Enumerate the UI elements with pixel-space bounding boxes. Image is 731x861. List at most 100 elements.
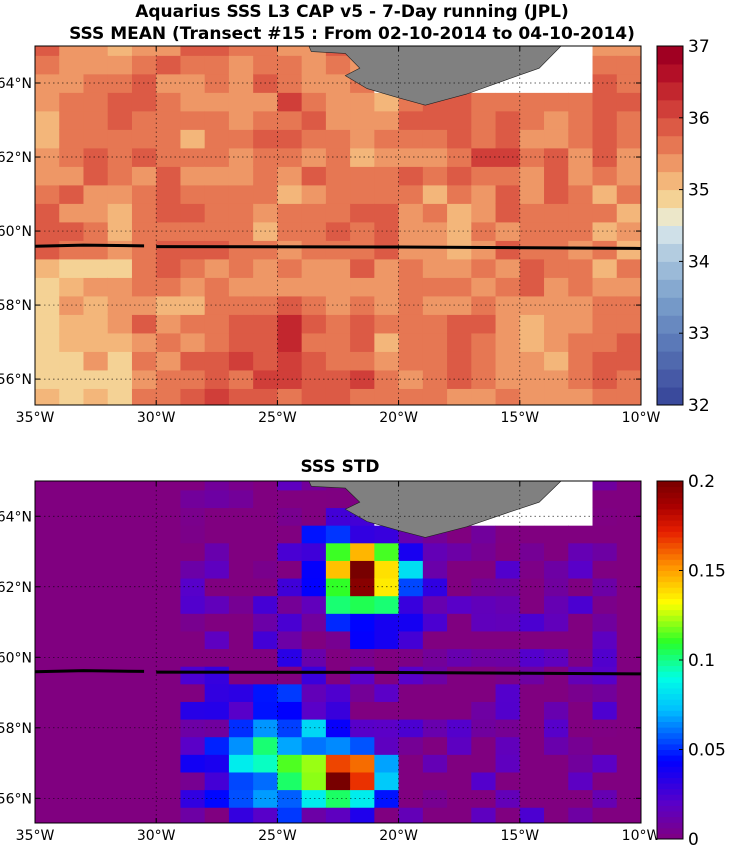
heatmap-cell [325,110,351,130]
colorbar-tick-label: 0.2 [688,472,715,492]
heatmap-cell [495,332,521,352]
colorbar-segment [657,827,683,834]
heatmap-cell [228,701,254,720]
heatmap-cell [616,701,641,720]
heatmap-cell [398,560,424,579]
heatmap-cell [544,507,569,526]
colorbar-tick-label: 33 [688,324,710,344]
heatmap-cell [277,166,303,186]
heatmap-cell [374,332,400,352]
heatmap-cell [471,701,497,720]
heatmap-cell [350,542,375,561]
heatmap-cell [325,92,351,112]
heatmap-cell [592,46,618,56]
heatmap-cell [592,560,618,579]
heatmap-cell [350,630,375,650]
heatmap-cell [253,560,278,579]
heatmap-cell [616,369,641,389]
colorbar-segment [657,749,683,756]
x-tick-label: 10°W [622,410,661,426]
colorbar-segment [657,520,683,527]
heatmap-cell [422,129,448,149]
colorbar-segment [657,738,683,745]
heatmap-cell [228,683,254,702]
colorbar-segment [657,351,683,370]
heatmap-cell [204,789,230,808]
heatmap-cell [131,46,157,56]
heatmap-cell [156,295,182,315]
heatmap-cell [568,481,594,491]
heatmap-cell [228,771,254,791]
heatmap-cell [350,351,375,371]
heatmap-cell [83,666,109,685]
heatmap-cell [301,771,327,791]
heatmap-cell [495,701,521,720]
heatmap-cell [519,166,545,186]
heatmap-cell [277,542,303,561]
y-tick-label: 64°N [0,509,32,525]
heatmap-cell [35,295,60,315]
heatmap-cell [544,73,569,93]
heatmap-cell [180,277,206,297]
heatmap-cell [374,754,400,773]
heatmap-cell [447,277,472,297]
heatmap-cell [592,166,618,186]
colorbar-segment [657,604,683,611]
colorbar-tick-label: 32 [688,396,710,416]
heatmap-cell [253,388,278,405]
heatmap-cell [519,560,545,579]
heatmap-cell [180,110,206,130]
heatmap-cell [350,807,375,823]
heatmap-cell [107,46,133,56]
heatmap-cell [131,666,157,685]
heatmap-cell [59,736,85,755]
heatmap-cell [519,258,545,278]
heatmap-cell [447,129,472,149]
heatmap-cell [156,577,182,597]
heatmap-cell [107,203,133,223]
heatmap-cell [228,718,254,738]
heatmap-cell [228,648,254,667]
heatmap-cell [83,46,109,56]
x-tick-label: 35°W [16,828,55,844]
heatmap-cell [471,166,497,186]
heatmap-cell [156,648,182,667]
heatmap-cell [544,369,569,389]
y-tick-label: 62°N [0,580,32,596]
heatmap-cell [471,736,497,755]
mean-x-axis: 35°W 30°W 25°W 20°W 15°W 10°W [16,46,661,426]
heatmap-cell [156,613,182,632]
heatmap-cell [107,489,133,509]
heatmap-cell [350,295,375,315]
sss-mean-panel: 35°W 30°W 25°W 20°W 15°W 10°W 56°N 58°N 60°N 62°… [0,37,710,426]
heatmap-cell [83,129,109,149]
heatmap-cell [83,221,109,241]
heatmap-cell [156,55,182,75]
std-panel-title: SSS STD [300,457,379,477]
heatmap-cell [471,92,497,112]
heatmap-cell [131,258,157,278]
heatmap-cell [616,55,641,75]
heatmap-cell [568,46,594,56]
heatmap-cell [301,203,327,223]
heatmap-cell [422,613,448,632]
colorbar-segment [657,243,683,262]
heatmap-cell [471,314,497,334]
heatmap-cell [204,754,230,773]
heatmap-cell [544,489,569,509]
colorbar-frame [656,45,684,406]
heatmap-cell [325,754,351,773]
heatmap-cell [59,166,85,186]
heatmap-cell [35,55,60,75]
colorbar-segment [657,486,683,493]
heatmap-cell [616,203,641,223]
colorbar-segment [657,581,683,588]
heatmap-cell [544,332,569,352]
heatmap-cell [519,754,545,773]
heatmap-cell [471,258,497,278]
heatmap-cell [616,683,641,702]
colorbar-segment [657,497,683,504]
heatmap-cell [83,542,109,561]
heatmap-cell [204,718,230,738]
heatmap-cell [204,46,230,56]
